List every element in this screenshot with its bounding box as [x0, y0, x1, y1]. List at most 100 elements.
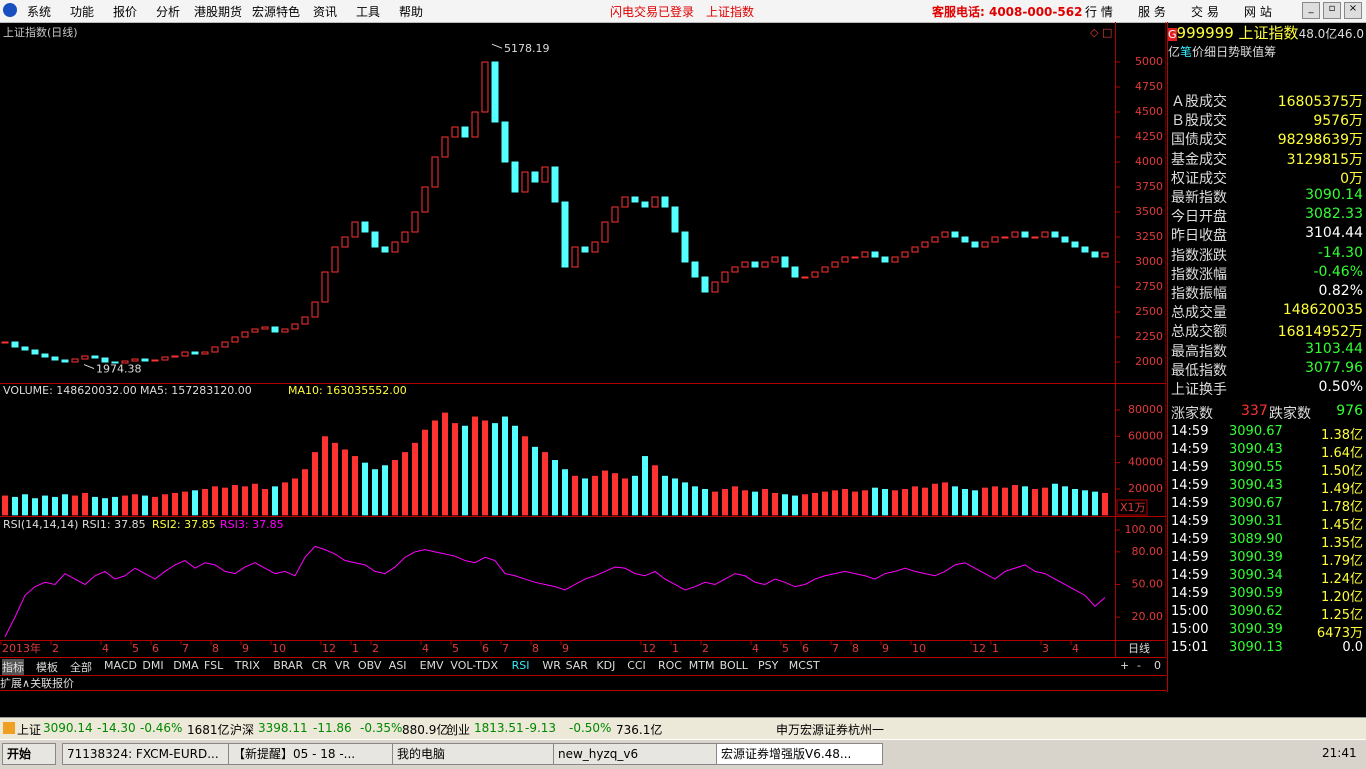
indicator-control[interactable]: 0 — [1154, 659, 1161, 672]
broker: 申万宏源证券杭州一 — [776, 723, 885, 737]
quote-tab[interactable]: 筹 — [1264, 45, 1277, 59]
volume-bar — [992, 486, 998, 516]
menu-item[interactable]: 系统 — [27, 5, 52, 19]
task-button[interactable]: new_hyzq_v6 — [553, 743, 720, 765]
task-button[interactable]: 我的电脑 — [392, 743, 559, 765]
y-tick-label: 40000 — [1128, 456, 1163, 469]
quote-tab[interactable]: 联 — [1240, 45, 1253, 59]
quote-row: 上证换手 0.50% — [1171, 379, 1363, 398]
quote-tab[interactable]: 笔 — [1180, 45, 1193, 59]
unit-box — [1116, 499, 1148, 516]
candle — [391, 241, 399, 253]
window-button[interactable]: ▫ — [1323, 2, 1341, 19]
volume-bar — [142, 495, 148, 516]
indicator-tab[interactable]: WR — [542, 659, 561, 672]
quote-tab[interactable]: 细 — [1204, 45, 1217, 59]
candle — [371, 231, 379, 248]
indicator-tab[interactable]: MTM — [688, 659, 715, 672]
indicator-tab[interactable]: VOL-TDX — [450, 659, 498, 672]
indicator-tab[interactable]: MCST — [788, 659, 820, 672]
indicator-tab[interactable]: 全部 — [70, 661, 92, 674]
tick-amount: 1.78亿 — [1321, 500, 1363, 515]
volume-bar — [1012, 485, 1018, 516]
indicator-tab[interactable]: SAR — [565, 659, 588, 672]
indicator-tab[interactable]: CCI — [627, 659, 646, 672]
quote-tab[interactable]: 价 — [1192, 45, 1205, 59]
quote-tab[interactable]: 势 — [1228, 45, 1241, 59]
indicator-tab[interactable]: ROC — [658, 659, 682, 672]
quote-panel: G999999 上证指数48.0亿46.0亿 Ａ股成交 16805375万 Ｂ股成交 9… — [1167, 22, 1366, 692]
window-button[interactable]: _ — [1302, 2, 1320, 19]
candle — [231, 336, 239, 343]
menu-item[interactable]: 港股期货 — [194, 5, 243, 19]
volume-bar — [802, 494, 808, 516]
task-button[interactable]: 宏源证券增强版V6.48... — [716, 743, 883, 765]
task-button[interactable]: 71138324: FXCM-EURD... — [62, 743, 229, 765]
indicator-tab[interactable]: DMA — [173, 659, 199, 672]
quote-tab[interactable]: 日 — [1216, 45, 1229, 59]
window-button[interactable]: × — [1344, 2, 1362, 19]
tick-price: 3090.31 — [1229, 514, 1283, 529]
indicator-tab[interactable]: BRAR — [273, 659, 304, 672]
y-tick-label: 2750 — [1135, 280, 1163, 293]
quote-tab[interactable]: 值 — [1252, 45, 1265, 59]
indicator-tab[interactable]: RSI — [511, 659, 530, 672]
y-tick-label: 4000 — [1135, 155, 1163, 168]
menu-item[interactable]: 帮助 — [399, 5, 424, 19]
menu-item[interactable]: 分析 — [156, 5, 181, 19]
x-tick-label: 9 — [242, 642, 249, 655]
volume-bar — [402, 452, 408, 516]
y-tick-label: 3500 — [1135, 205, 1163, 218]
indicator-tab[interactable]: BOLL — [719, 659, 748, 672]
indicator-tab[interactable]: OBV — [358, 659, 382, 672]
quote-label: Ａ股成交 — [1171, 94, 1227, 110]
task-button[interactable]: 【新提醒】05 - 18 -... — [228, 743, 395, 765]
nav-button[interactable]: 行 情 — [1085, 5, 1113, 19]
menu-item[interactable]: 报价 — [113, 5, 138, 19]
x-tick-label: 10 — [912, 642, 926, 655]
indicator-control[interactable]: - — [1137, 659, 1141, 672]
volume-bar — [12, 496, 18, 516]
candle — [881, 256, 889, 263]
indicator-tab[interactable]: EMV — [419, 659, 444, 672]
candle — [281, 328, 289, 333]
menu-item[interactable]: 工具 — [356, 5, 381, 19]
indicator-tab[interactable]: PSY — [758, 659, 779, 672]
candle — [191, 351, 199, 355]
candle — [71, 358, 79, 363]
volume-bar — [882, 488, 888, 516]
related-quote[interactable]: 关联报价 — [30, 677, 75, 690]
start-button[interactable]: 开始 — [2, 743, 56, 765]
candle — [1001, 236, 1009, 239]
nav-button[interactable]: 网 站 — [1244, 5, 1272, 19]
menu-item[interactable]: 功能 — [70, 5, 95, 19]
indicator-tab[interactable]: CR — [311, 659, 327, 672]
indicator-tab[interactable]: KDJ — [596, 659, 616, 672]
volume-bar — [682, 482, 688, 516]
indicator-tab[interactable]: TRIX — [234, 659, 260, 672]
menu-item[interactable]: 宏源特色 — [252, 5, 301, 19]
indicator-tab[interactable]: FSL — [204, 659, 224, 672]
indicator-tab[interactable]: MACD — [104, 659, 137, 672]
indicator-tab[interactable]: ASI — [388, 659, 407, 672]
breadth-value: 976 — [1336, 403, 1363, 419]
indicator-tab[interactable]: 指标 — [2, 659, 24, 675]
tick-time: 14:59 — [1171, 514, 1209, 529]
quote-value: 3129815万 — [1286, 151, 1363, 168]
volume-bar — [1022, 486, 1028, 516]
indicator-control[interactable]: + — [1120, 659, 1130, 672]
indicator-tab[interactable]: 模板 — [36, 661, 58, 674]
candle — [421, 186, 429, 213]
legend-entry: VOLUME: 148620032.00 — [3, 384, 137, 397]
indicator-tab[interactable]: VR — [334, 659, 350, 672]
expand-button[interactable]: 扩展∧ — [0, 677, 31, 690]
volume-bar — [862, 490, 868, 516]
indicator-tab[interactable]: DMI — [142, 659, 164, 672]
menu-item[interactable]: 资讯 — [313, 5, 338, 19]
nav-button[interactable]: 服 务 — [1138, 5, 1166, 19]
candle — [611, 206, 619, 223]
app-icon[interactable] — [3, 3, 17, 17]
legend-entry: RSI1: 37.85 — [82, 518, 146, 531]
nav-button[interactable]: 交 易 — [1191, 5, 1219, 19]
candle — [61, 359, 69, 363]
